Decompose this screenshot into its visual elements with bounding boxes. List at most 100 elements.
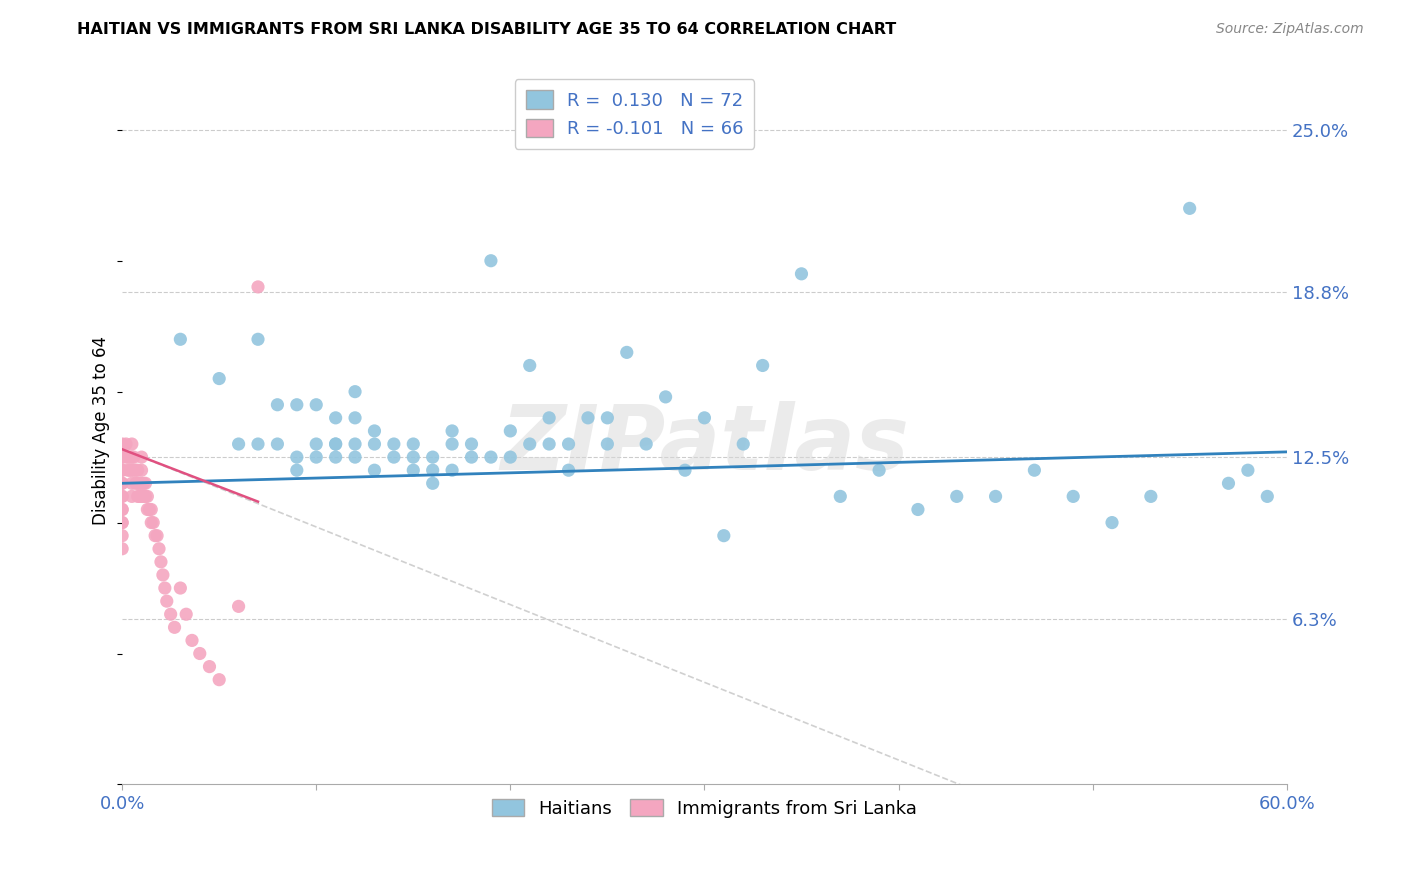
- Point: [131, 476, 153, 491]
- Point: [125, 476, 148, 491]
- Point: [247, 332, 270, 346]
- Point: [111, 541, 134, 556]
- Point: [673, 463, 696, 477]
- Point: [148, 541, 170, 556]
- Point: [1101, 516, 1123, 530]
- Point: [790, 267, 813, 281]
- Point: [266, 437, 288, 451]
- Point: [118, 450, 141, 464]
- Point: [1024, 463, 1046, 477]
- Point: [596, 437, 619, 451]
- Point: [751, 359, 773, 373]
- Point: [111, 516, 134, 530]
- Point: [945, 489, 967, 503]
- Point: [111, 450, 134, 464]
- Point: [868, 463, 890, 477]
- Point: [159, 607, 181, 622]
- Point: [115, 450, 138, 464]
- Point: [1237, 463, 1260, 477]
- Point: [382, 450, 405, 464]
- Point: [121, 437, 143, 451]
- Legend: Haitians, Immigrants from Sri Lanka: Haitians, Immigrants from Sri Lanka: [485, 791, 924, 825]
- Point: [344, 437, 367, 451]
- Point: [141, 502, 163, 516]
- Point: [325, 410, 347, 425]
- Point: [907, 502, 929, 516]
- Point: [142, 516, 165, 530]
- Point: [1062, 489, 1084, 503]
- Point: [325, 437, 347, 451]
- Point: [122, 463, 145, 477]
- Point: [141, 516, 163, 530]
- Point: [152, 568, 174, 582]
- Point: [125, 463, 148, 477]
- Point: [131, 450, 153, 464]
- Point: [169, 581, 191, 595]
- Point: [733, 437, 755, 451]
- Text: Source: ZipAtlas.com: Source: ZipAtlas.com: [1216, 22, 1364, 37]
- Point: [325, 437, 347, 451]
- Point: [138, 502, 160, 516]
- Point: [131, 489, 153, 503]
- Point: [111, 489, 134, 503]
- Point: [122, 450, 145, 464]
- Point: [636, 437, 658, 451]
- Point: [1178, 202, 1201, 216]
- Point: [127, 489, 149, 503]
- Point: [382, 437, 405, 451]
- Point: [363, 437, 385, 451]
- Point: [363, 424, 385, 438]
- Point: [208, 673, 231, 687]
- Point: [247, 437, 270, 451]
- Point: [132, 476, 155, 491]
- Point: [149, 555, 172, 569]
- Point: [134, 476, 156, 491]
- Point: [1218, 476, 1240, 491]
- Point: [402, 437, 425, 451]
- Point: [115, 437, 138, 451]
- Point: [266, 398, 288, 412]
- Point: [596, 410, 619, 425]
- Point: [402, 463, 425, 477]
- Point: [228, 437, 250, 451]
- Point: [208, 371, 231, 385]
- Point: [111, 450, 134, 464]
- Point: [344, 450, 367, 464]
- Point: [163, 620, 186, 634]
- Point: [136, 502, 159, 516]
- Point: [117, 450, 139, 464]
- Point: [169, 332, 191, 346]
- Point: [557, 437, 579, 451]
- Point: [538, 437, 561, 451]
- Point: [111, 463, 134, 477]
- Point: [285, 450, 308, 464]
- Point: [422, 463, 444, 477]
- Point: [285, 398, 308, 412]
- Point: [479, 450, 502, 464]
- Point: [654, 390, 676, 404]
- Point: [111, 476, 134, 491]
- Point: [111, 476, 134, 491]
- Point: [1140, 489, 1163, 503]
- Point: [460, 450, 482, 464]
- Point: [111, 489, 134, 503]
- Point: [325, 450, 347, 464]
- Point: [121, 463, 143, 477]
- Point: [188, 647, 211, 661]
- Point: [117, 463, 139, 477]
- Point: [557, 463, 579, 477]
- Text: ZIPatlas: ZIPatlas: [501, 401, 908, 489]
- Point: [128, 489, 150, 503]
- Point: [305, 450, 328, 464]
- Point: [111, 463, 134, 477]
- Point: [441, 437, 464, 451]
- Point: [422, 476, 444, 491]
- Point: [111, 437, 134, 451]
- Point: [156, 594, 179, 608]
- Point: [153, 581, 176, 595]
- Point: [422, 450, 444, 464]
- Point: [111, 529, 134, 543]
- Point: [344, 384, 367, 399]
- Point: [519, 359, 541, 373]
- Point: [111, 502, 134, 516]
